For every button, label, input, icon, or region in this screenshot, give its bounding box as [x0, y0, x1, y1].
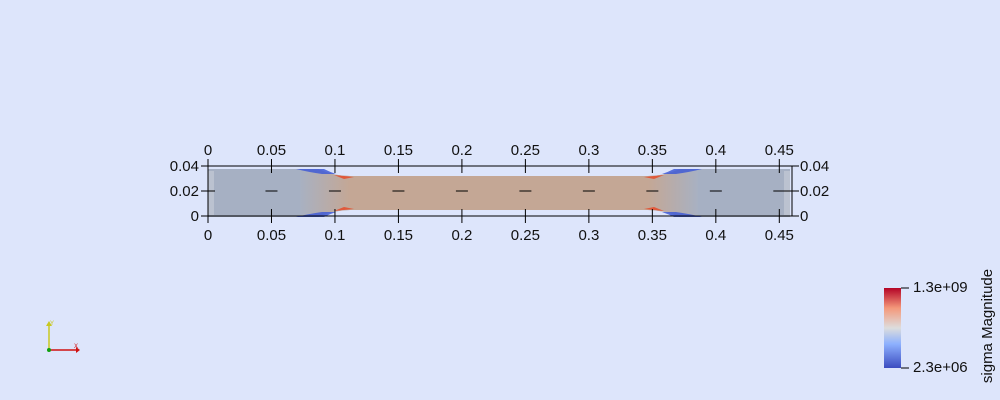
x-axis-tick-labels-top: 0 0.05 0.1 0.15 0.2 0.25 0.3 0.35 0.4 0.45 — [204, 142, 794, 159]
y-tick-label-right: 0.02 — [800, 183, 829, 200]
axis-tick-marks — [201, 159, 799, 223]
stress-high-right-top — [644, 175, 664, 179]
y-tick-label-left: 0 — [191, 208, 199, 225]
x-tick-label-bottom: 0.1 — [325, 227, 346, 244]
grip-edge-right — [784, 171, 790, 215]
axes-triad-icon: Y X — [46, 321, 80, 353]
x-tick-label-top: 0.4 — [705, 142, 726, 159]
colorbar-title: sigma Magnitude — [979, 269, 996, 383]
specimen-left-fillet — [300, 169, 350, 217]
stress-high-left-top — [334, 175, 354, 179]
colorbar-min-label: 2.3e+06 — [913, 359, 968, 376]
x-tick-label-bottom: 0.35 — [638, 227, 667, 244]
stress-high-right-bottom — [644, 207, 664, 211]
x-tick-label-top: 0.15 — [384, 142, 413, 159]
stress-low-right-top — [662, 169, 702, 174]
x-tick-label-bottom: 0.2 — [451, 227, 472, 244]
x-tick-label-top: 0.1 — [325, 142, 346, 159]
y-axis-tick-labels-left: 0 0.02 0.04 — [170, 158, 199, 225]
specimen-gauge-section — [348, 176, 650, 210]
x-tick-label-bottom: 0.4 — [705, 227, 726, 244]
x-tick-label-top: 0.35 — [638, 142, 667, 159]
x-tick-label-top: 0.05 — [257, 142, 286, 159]
cube-axes-grid — [207, 165, 793, 217]
y-tick-label-left: 0.02 — [170, 183, 199, 200]
x-tick-label-bottom: 0 — [204, 227, 212, 244]
color-legend[interactable]: 1.3e+09 2.3e+06 sigma Magnitude — [884, 269, 996, 383]
stress-low-left-top — [296, 169, 336, 174]
y-tick-label-right: 0 — [800, 208, 808, 225]
x-tick-label-bottom: 0.3 — [578, 227, 599, 244]
colorbar — [884, 288, 901, 368]
colorbar-max-label: 1.3e+09 — [913, 279, 968, 296]
x-tick-label-top: 0.45 — [765, 142, 794, 159]
x-tick-label-bottom: 0.15 — [384, 227, 413, 244]
svg-text:X: X — [74, 344, 78, 350]
stress-high-left-bottom — [334, 207, 354, 211]
x-tick-label-top: 0 — [204, 142, 212, 159]
x-axis-tick-labels-bottom: 0 0.05 0.1 0.15 0.2 0.25 0.3 0.35 0.4 0.45 — [204, 227, 794, 244]
svg-text:Y: Y — [50, 321, 54, 327]
y-axis-tick-labels-right: 0 0.02 0.04 — [800, 158, 829, 225]
x-tick-label-bottom: 0.45 — [765, 227, 794, 244]
x-tick-label-bottom: 0.25 — [511, 227, 540, 244]
y-tick-label-right: 0.04 — [800, 158, 829, 175]
x-tick-label-top: 0.25 — [511, 142, 540, 159]
grip-edge-left — [208, 171, 214, 215]
specimen-right-fillet — [648, 169, 698, 217]
x-tick-label-top: 0.2 — [451, 142, 472, 159]
specimen-mesh[interactable] — [208, 169, 790, 217]
x-tick-label-bottom: 0.05 — [257, 227, 286, 244]
x-tick-label-top: 0.3 — [578, 142, 599, 159]
y-tick-label-left: 0.04 — [170, 158, 199, 175]
